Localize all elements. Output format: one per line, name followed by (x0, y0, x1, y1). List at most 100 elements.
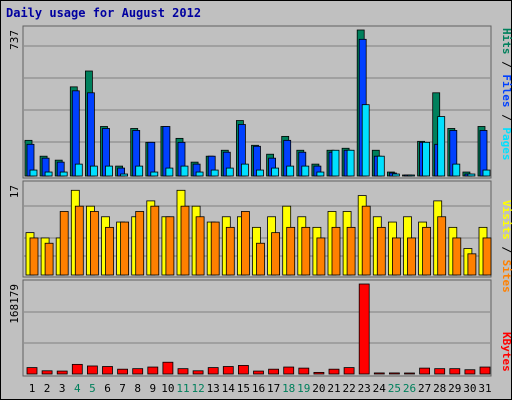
bar-kbytes-day-20 (313, 371, 325, 375)
bar-sites-day-15 (240, 211, 250, 276)
bar-sites-day-30 (467, 253, 477, 276)
x-label-day-21: 21 (327, 382, 340, 395)
x-label-day-1: 1 (29, 382, 36, 395)
x-label-day-3: 3 (59, 382, 66, 395)
bar-files-day-31 (479, 130, 488, 177)
bar-kbytes-day-15 (237, 365, 249, 375)
bar-kbytes-day-1 (26, 367, 38, 375)
x-label-day-22: 22 (342, 382, 355, 395)
bar-pages-day-5 (90, 165, 98, 177)
chart-title: Daily usage for August 2012 (6, 6, 201, 20)
legend-visits: Visits (500, 200, 512, 240)
x-label-day-14: 14 (222, 382, 236, 395)
bar-pages-day-17 (271, 167, 280, 177)
bar-sites-day-19 (301, 226, 311, 276)
bar-kbytes-day-31 (479, 366, 491, 375)
bar-sites-day-17 (271, 232, 281, 276)
x-label-day-12: 12 (191, 382, 204, 395)
bar-sites-day-21 (331, 226, 341, 276)
legend-files: Files (500, 74, 512, 107)
bar-kbytes-day-3 (56, 370, 68, 375)
bar-kbytes-day-17 (268, 368, 280, 375)
bar-kbytes-day-8 (132, 368, 144, 375)
bar-kbytes-day-5 (87, 365, 98, 375)
bar-pages-day-28 (437, 116, 446, 177)
bar-kbytes-day-27 (419, 367, 431, 375)
panel-2-ymax-label: 17 (8, 185, 21, 198)
bar-sites-day-8 (135, 211, 145, 276)
bar-sites-day-23 (361, 205, 371, 276)
bar-sites-day-7 (120, 221, 129, 276)
bar-sites-day-25 (391, 237, 401, 276)
bar-sites-day-3 (59, 211, 69, 276)
bar-pages-day-9 (150, 171, 159, 177)
bar-kbytes-day-25 (388, 372, 400, 375)
bar-pages-day-13 (210, 169, 219, 177)
bar-sites-day-4 (74, 205, 84, 276)
x-label-day-11: 11 (176, 382, 189, 395)
bar-pages-day-3 (59, 171, 68, 177)
bar-kbytes-day-6 (102, 366, 113, 375)
bar-kbytes-day-12 (192, 370, 204, 375)
bar-kbytes-day-30 (464, 369, 476, 375)
legend-pages: Pages (500, 127, 512, 160)
legend-kbytes: KBytes (500, 332, 512, 372)
bar-pages-day-23 (361, 104, 370, 177)
bar-sites-day-9 (150, 205, 160, 276)
bar-pages-day-24 (376, 155, 385, 177)
bar-sites-day-10 (165, 216, 175, 276)
legend-sep-3: / (500, 240, 512, 260)
bar-kbytes-day-2 (41, 370, 53, 375)
bars-layer (24, 29, 492, 375)
bar-sites-day-26 (407, 237, 416, 276)
x-label-day-29: 29 (448, 382, 461, 395)
bar-sites-day-22 (346, 226, 356, 276)
bar-sites-day-13 (210, 221, 220, 276)
bar-sites-day-11 (180, 205, 190, 276)
bar-sites-day-14 (225, 226, 235, 276)
x-label-day-18: 18 (282, 382, 295, 395)
bar-files-day-9 (147, 141, 156, 177)
x-label-day-25: 25 (388, 382, 401, 395)
bar-kbytes-day-16 (253, 370, 264, 375)
x-label-day-16: 16 (252, 382, 265, 395)
x-label-day-13: 13 (207, 382, 220, 395)
x-label-day-2: 2 (44, 382, 51, 395)
bar-kbytes-day-23 (358, 283, 370, 375)
bar-kbytes-day-13 (207, 367, 219, 375)
bar-kbytes-day-18 (283, 366, 295, 375)
bar-pages-day-15 (240, 163, 249, 177)
x-label-day-6: 6 (104, 382, 111, 395)
panel-1-ymax-label: 737 (8, 30, 21, 50)
x-label-day-28: 28 (433, 382, 446, 395)
bar-pages-day-4 (74, 163, 83, 177)
bar-pages-day-29 (452, 163, 461, 177)
x-label-day-23: 23 (358, 382, 371, 395)
bar-sites-day-24 (376, 226, 386, 276)
bar-pages-day-30 (467, 173, 476, 177)
bar-sites-day-29 (452, 237, 462, 276)
bar-sites-day-16 (256, 242, 265, 276)
bar-pages-day-1 (29, 169, 38, 177)
bar-sites-day-1 (29, 237, 39, 276)
legend-panel-3: KBytes (500, 332, 512, 372)
x-label-day-15: 15 (237, 382, 250, 395)
x-label-day-24: 24 (373, 382, 387, 395)
x-label-day-4: 4 (74, 382, 81, 395)
bar-pages-day-18 (286, 165, 295, 177)
bar-sites-day-12 (195, 216, 205, 276)
bar-pages-day-31 (482, 169, 491, 177)
bar-files-day-4 (71, 90, 80, 177)
x-label-day-19: 19 (297, 382, 310, 395)
x-label-day-26: 26 (403, 382, 416, 395)
bar-pages-day-19 (301, 165, 310, 177)
bar-kbytes-day-28 (434, 368, 446, 375)
bar-sites-day-2 (44, 242, 54, 276)
bar-kbytes-day-9 (147, 366, 159, 375)
x-label-day-17: 17 (267, 382, 280, 395)
bar-pages-day-22 (346, 149, 355, 177)
x-label-day-20: 20 (312, 382, 325, 395)
x-label-day-7: 7 (119, 382, 126, 395)
legend-sites: Sites (500, 260, 512, 293)
